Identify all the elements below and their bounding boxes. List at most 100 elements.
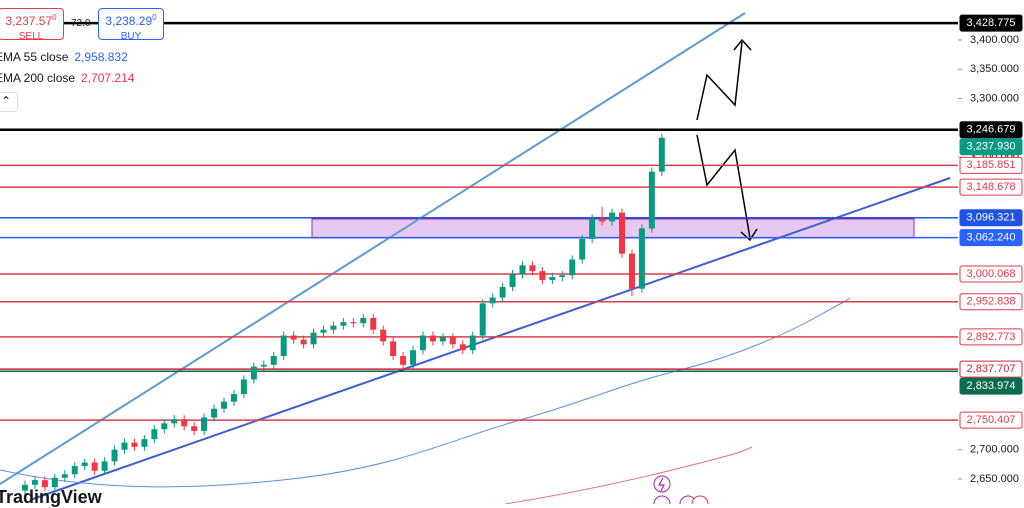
ema-55-line	[0, 297, 851, 488]
candle-body	[390, 341, 397, 357]
candle-body	[509, 274, 516, 287]
candle-body	[638, 228, 645, 289]
y-tick-label: 2,700.000	[970, 444, 1019, 456]
candle-body	[330, 325, 337, 330]
candle-body	[469, 335, 476, 351]
candle-body	[201, 417, 208, 431]
indicator: EMA 55 close 2,958.832	[0, 50, 128, 64]
candle-body	[559, 275, 566, 278]
channel-upper	[0, 12, 746, 485]
price-tag-label: 3,237.930	[967, 141, 1016, 153]
candle-body	[61, 474, 68, 478]
candle-body	[250, 366, 257, 380]
price-tag	[959, 209, 1023, 227]
sell-button[interactable]: 3,237.570 SELL	[0, 8, 64, 42]
price-tag-label: 2,952.838	[967, 296, 1016, 308]
candle-body	[529, 265, 536, 272]
candle-body	[589, 218, 596, 239]
price-tag-label: 3,148.678	[967, 181, 1016, 193]
indicator-value: 2,707.214	[81, 71, 135, 85]
arrow-down	[696, 134, 758, 242]
candle-body	[410, 350, 417, 365]
indicator-value: 2,958.832	[74, 50, 128, 64]
buy-label: BUY	[120, 31, 142, 42]
candle-body	[22, 484, 28, 491]
price-tag	[959, 14, 1023, 32]
buy-price-sup: 0	[152, 13, 157, 22]
candle-body	[439, 337, 446, 342]
y-tick-label: 3,350.000	[970, 63, 1019, 75]
candle-body	[350, 322, 357, 324]
candle-body	[619, 212, 625, 254]
event-icon[interactable]	[653, 495, 671, 504]
sell-label: SELL	[18, 31, 44, 42]
candle-body	[111, 449, 118, 462]
candle-body	[260, 364, 267, 367]
candle-body	[131, 442, 138, 447]
price-tag-label: 3,428.775	[967, 17, 1016, 29]
indicator-name: EMA 200 close	[0, 71, 76, 85]
candle-body	[280, 335, 287, 357]
collapse-button[interactable]: ⌃	[0, 92, 18, 112]
price-tag-label: 2,750.407	[967, 414, 1016, 426]
candle-body	[569, 259, 576, 276]
candle-body	[549, 277, 556, 280]
candle-body	[539, 271, 546, 280]
candle-body	[240, 379, 247, 395]
candle-body	[340, 322, 347, 326]
price-tag	[959, 293, 1023, 311]
buy-price: 3,238.29	[105, 14, 153, 28]
price-tag	[959, 121, 1023, 139]
candle-body	[270, 356, 277, 365]
candle-body	[489, 297, 496, 304]
candle-body	[360, 317, 367, 324]
candle-body	[230, 394, 237, 402]
indicator: EMA 200 close 2,707.214	[0, 71, 134, 85]
event-icon[interactable]	[653, 475, 671, 493]
candle-body	[161, 423, 168, 430]
event-icon-bolt	[657, 477, 665, 492]
candle-body	[41, 480, 48, 488]
candle-body	[599, 218, 606, 222]
candle-body	[400, 356, 407, 365]
y-tick-label: 2,650.000	[970, 473, 1019, 485]
price-axis: 3,400.0003,350.0003,300.0003,200.0002,70…	[958, 0, 1024, 504]
price-tag-label: 3,000.068	[967, 268, 1016, 280]
candle-body	[191, 426, 198, 431]
price-tag	[959, 265, 1023, 283]
price-tag-label: 3,096.321	[967, 212, 1016, 224]
candle-body	[51, 477, 58, 488]
candle-body	[380, 329, 387, 342]
candle-body	[479, 303, 486, 336]
candle-body	[420, 335, 426, 351]
candle-body	[519, 265, 526, 275]
candle-body	[81, 462, 88, 467]
candle-body	[499, 286, 506, 298]
candle-body	[648, 171, 655, 229]
channel-lower	[29, 177, 951, 501]
candle-body	[171, 419, 178, 424]
candle-body	[370, 317, 377, 330]
price-tag-label: 3,185.851	[967, 159, 1016, 171]
candle-body	[31, 480, 38, 485]
candle-body	[71, 466, 78, 475]
arrow-up	[696, 38, 752, 121]
candle-body	[151, 429, 158, 440]
spread: 72.0	[71, 18, 91, 29]
buy-button[interactable]: 3,238.290 BUY	[98, 8, 164, 42]
candle-body	[91, 462, 98, 471]
candle-body	[181, 419, 188, 427]
price-tag-label: 2,892.773	[967, 331, 1016, 343]
y-tick-label: 3,400.000	[970, 34, 1019, 46]
candles	[22, 133, 665, 495]
indicator-name: EMA 55 close	[0, 50, 69, 64]
candle-body	[310, 332, 317, 345]
event-icon[interactable]	[691, 495, 709, 504]
candle-body	[320, 329, 327, 333]
price-tag	[959, 377, 1023, 395]
candle-body	[121, 442, 128, 450]
price-tag	[959, 138, 1023, 156]
ema-200-line	[504, 446, 753, 504]
